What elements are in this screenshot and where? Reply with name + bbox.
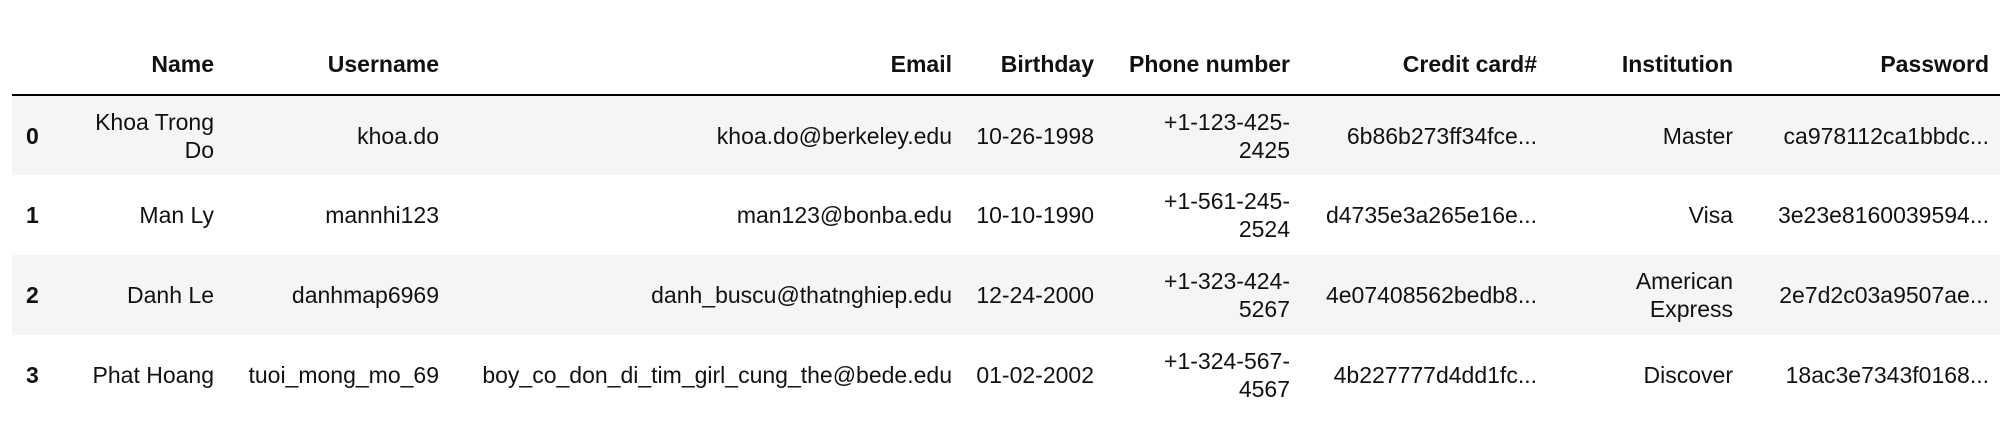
column-header-email: Email: [450, 38, 963, 96]
cell-institution: Discover: [1643, 362, 1733, 388]
cell-name: Man Ly: [139, 202, 214, 228]
cell-institution: Master: [1662, 122, 1733, 149]
cell-birthday: 12-24-2000: [976, 282, 1094, 308]
row-index: 0: [26, 122, 39, 149]
cell-password: 2e7d2c03a9507ae...: [1779, 282, 1989, 308]
cell-credit-card: 4e07408562bedb8...: [1325, 282, 1537, 308]
cell-name: Danh Le: [127, 282, 214, 308]
table-row: 1 Man Ly mannhi123 man123@bonba.edu 10-1…: [12, 175, 2000, 255]
cell-phone-number: +1-123-425-2425: [1164, 108, 1290, 163]
cell-birthday: 10-26-1998: [976, 122, 1094, 149]
cell-credit-card: 6b86b273ff34fce...: [1346, 122, 1537, 149]
dataframe-output: Name Username Email Birthday Phone numbe…: [12, 38, 2000, 415]
cell-email: boy_co_don_di_tim_girl_cung_the@bede.edu: [482, 362, 952, 388]
cell-credit-card: d4735e3a265e16e...: [1325, 202, 1537, 228]
row-index: 2: [26, 282, 39, 308]
row-index: 1: [26, 202, 39, 228]
row-index: 3: [26, 362, 39, 388]
cell-name: Khoa Trong Do: [95, 108, 214, 163]
cell-birthday: 10-10-1990: [976, 202, 1094, 228]
cell-password: 18ac3e7343f0168...: [1785, 362, 1989, 388]
cell-phone-number: +1-323-424-5267: [1164, 268, 1290, 322]
cell-username: tuoi_mong_mo_69: [248, 362, 439, 388]
cell-institution: Visa: [1688, 202, 1733, 228]
cell-birthday: 01-02-2002: [976, 362, 1094, 388]
table-body: 0 Khoa Trong Do khoa.do khoa.do@berkeley…: [12, 95, 2000, 415]
column-header-password: Password: [1744, 38, 2000, 96]
index-header: [12, 38, 56, 96]
column-header-username: Username: [225, 38, 450, 96]
cell-password: 3e23e8160039594...: [1777, 202, 1989, 228]
column-header-phone-number: Phone number: [1105, 38, 1301, 96]
cell-phone-number: +1-324-567-4567: [1164, 348, 1290, 402]
column-header-credit-card: Credit card#: [1301, 38, 1548, 96]
column-header-birthday: Birthday: [963, 38, 1105, 96]
cell-phone-number: +1-561-245-2524: [1164, 188, 1290, 242]
cell-institution: American Express: [1635, 268, 1733, 322]
table-row: 0 Khoa Trong Do khoa.do khoa.do@berkeley…: [12, 95, 2000, 175]
cell-name: Phat Hoang: [92, 362, 214, 388]
cell-username: danhmap6969: [291, 282, 439, 308]
table-row: 2 Danh Le danhmap6969 danh_buscu@thatngh…: [12, 255, 2000, 335]
cell-username: khoa.do: [357, 122, 439, 149]
header-row: Name Username Email Birthday Phone numbe…: [12, 38, 2000, 96]
cell-email: man123@bonba.edu: [736, 202, 952, 228]
cell-email: khoa.do@berkeley.edu: [716, 122, 952, 149]
cell-password: ca978112ca1bbdc...: [1783, 122, 1989, 149]
table-row: 3 Phat Hoang tuoi_mong_mo_69 boy_co_don_…: [12, 335, 2000, 415]
cell-email: danh_buscu@thatnghiep.edu: [651, 282, 952, 308]
column-header-institution: Institution: [1548, 38, 1744, 96]
table-header: Name Username Email Birthday Phone numbe…: [12, 38, 2000, 96]
column-header-name: Name: [56, 38, 225, 96]
cell-credit-card: 4b227777d4dd1fc...: [1333, 362, 1537, 388]
cell-username: mannhi123: [325, 202, 439, 228]
dataframe-table: Name Username Email Birthday Phone numbe…: [12, 38, 2000, 415]
